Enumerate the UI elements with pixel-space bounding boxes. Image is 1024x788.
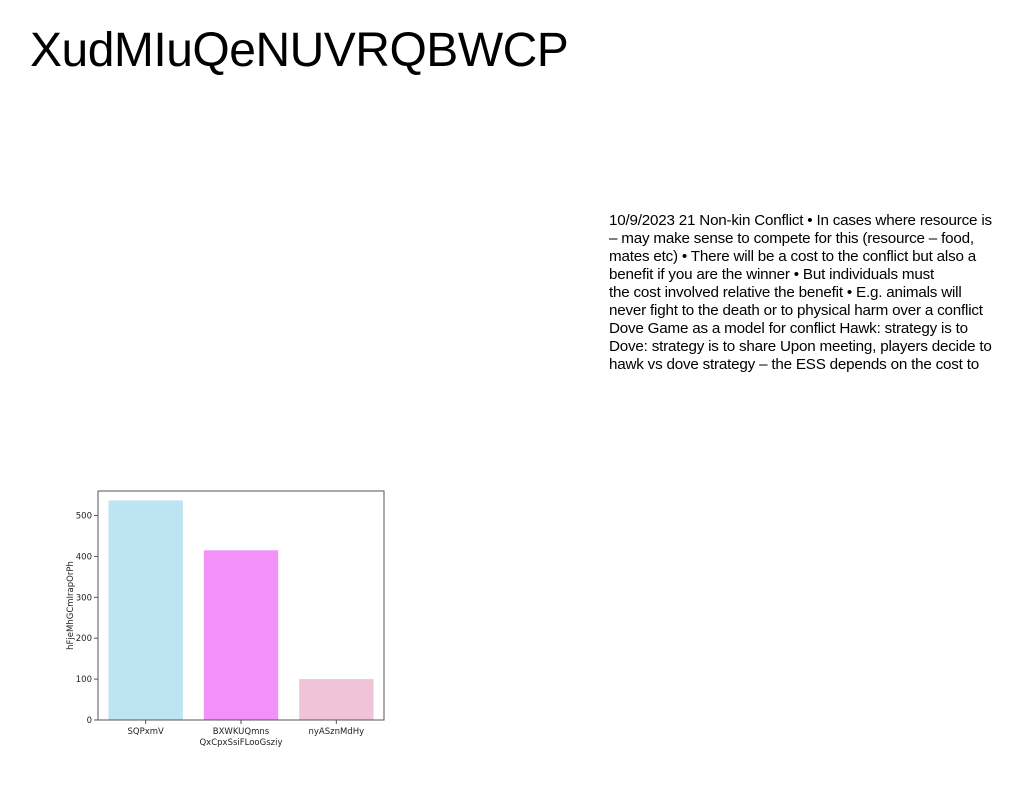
y-axis-label: hFjeMhGCmIrapOrPh	[66, 561, 76, 650]
y-tick-label: 500	[76, 512, 92, 522]
body-text-line: – may make sense to compete for this (re…	[609, 230, 974, 247]
body-text-line: benefit if you are the winner • But indi…	[609, 266, 935, 283]
body-text-line: the cost involved relative the benefit •…	[609, 284, 962, 301]
y-tick-label: 300	[76, 593, 92, 603]
bar-chart-svg: 0 100 200 300 400 500 SQPxmV BXWKUQmns QxCpxSsiF…	[66, 490, 385, 748]
body-text-line: never fight to the death or to physical …	[609, 302, 983, 319]
y-tick-label: 200	[76, 634, 92, 644]
x-tick-label: SQPxmV	[127, 727, 164, 737]
body-text-line: Dove: strategy is to share Upon meeting,…	[609, 338, 992, 355]
body-text-line: mates etc) • There will be a cost to the…	[609, 248, 976, 265]
y-tick-label: 400	[76, 552, 92, 562]
x-tick-label: nyASznMdHy	[309, 727, 365, 737]
bar	[299, 679, 374, 720]
bar	[108, 500, 183, 720]
bar-chart: 0 100 200 300 400 500 SQPxmV BXWKUQmns QxCpxSsiF…	[60, 484, 395, 756]
x-tick-label: BXWKUQmns QxCpxSsiFLooGsziy	[199, 727, 282, 748]
page-title: XudMIuQeNUVRQBWCP	[30, 24, 569, 77]
y-tick-label: 0	[87, 716, 92, 726]
body-text-line: 10/9/2023 21 Non-kin Conflict • In cases…	[609, 212, 992, 229]
body-text-line: hawk vs dove strategy – the ESS depends …	[609, 356, 979, 373]
body-text-line: Dove Game as a model for conflict Hawk: …	[609, 320, 968, 337]
bar	[203, 550, 279, 720]
body-text: 10/9/2023 21 Non-kin Conflict • In cases…	[609, 212, 1021, 374]
y-tick-label: 100	[76, 675, 92, 685]
